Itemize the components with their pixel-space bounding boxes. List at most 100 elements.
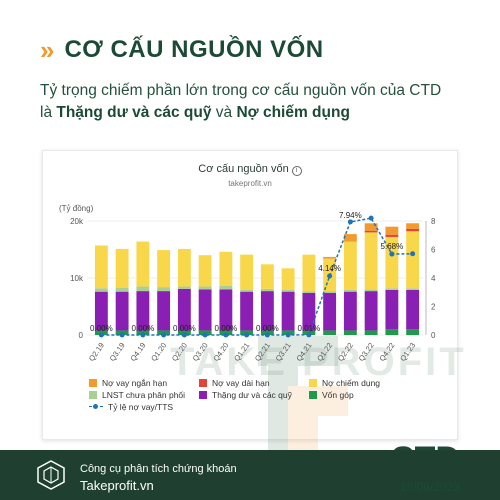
ratio-point — [119, 332, 125, 338]
bar-segment — [115, 248, 129, 288]
legend-item-no-vay-dai-han[interactable]: Nợ vay dài hạn — [199, 378, 309, 388]
bar-segment — [364, 223, 378, 231]
ratio-data-label: 0.00% — [132, 324, 155, 333]
y2-tick-label: 2 — [431, 303, 436, 312]
bar-segment — [260, 291, 274, 331]
watermark-shape-icon — [258, 336, 348, 466]
bar-segment — [323, 292, 337, 331]
ratio-data-label: 7.94% — [339, 211, 362, 220]
bar-segment — [406, 231, 420, 289]
bar-segment — [343, 234, 357, 242]
legend-item-no-chiem-dung[interactable]: Nợ chiếm dụng — [309, 378, 419, 388]
legend-item-thang-du[interactable]: Thặng dư và các quỹ — [199, 390, 309, 400]
ratio-point — [327, 273, 333, 279]
info-icon[interactable]: i — [291, 166, 302, 176]
bar-segment — [281, 291, 295, 331]
bar-segment — [302, 254, 316, 292]
bar-segment — [343, 289, 357, 292]
chart-legend: Nợ vay ngắn hạn Nợ vay dài hạn Nợ chiếm … — [89, 377, 449, 413]
bar-segment — [323, 330, 337, 335]
watermark: TAKE PROFIT — [170, 340, 467, 384]
bar-segment — [157, 250, 171, 288]
ratio-data-label: 0.00% — [90, 324, 113, 333]
bar-segment — [302, 292, 316, 331]
bar-segment — [136, 291, 150, 331]
bar-segment — [157, 291, 171, 331]
bar-segment — [343, 241, 357, 290]
bar-segment — [219, 285, 233, 290]
ratio-point — [285, 332, 291, 338]
bar-segment — [343, 291, 357, 331]
bar-segment — [115, 287, 129, 292]
chart-plot: (Tỷ đồng) 0 10k 20k 0 2 4 6 8 Q2.19 Q3.19 Q4.19 Q1.2… — [59, 204, 436, 363]
bar-segment — [136, 286, 150, 292]
subtitle-bold1: Thặng dư và các quỹ — [56, 104, 212, 121]
legend-item-von-gop[interactable]: Vốn góp — [309, 390, 419, 400]
bar-segment — [136, 241, 150, 287]
chart-source: takeprofit.vn — [228, 179, 272, 188]
header: » CƠ CẤU NGUỒN VỐN — [40, 36, 324, 64]
bar-segment — [240, 291, 254, 331]
bar-segment — [406, 228, 420, 232]
takeprofit-logo-icon — [37, 460, 65, 490]
bar-segment — [260, 288, 274, 292]
x-tick-label: Q3.19 — [108, 341, 127, 363]
y-tick-label: 0 — [79, 331, 84, 340]
chart-title-text: Cơ cấu nguồn vốn — [198, 163, 289, 175]
ratio-point — [347, 219, 353, 225]
bar-segment — [323, 256, 337, 259]
subtitle-bold2: Nợ chiếm dụng — [236, 104, 350, 121]
bar-segment — [385, 288, 399, 290]
ratio-data-label: 4.14% — [318, 264, 341, 273]
ratio-point — [98, 332, 104, 338]
bar-segment — [157, 287, 171, 292]
report-date: 18/06/2023 — [399, 480, 460, 494]
bar-segment — [364, 291, 378, 331]
chevron-icon: » — [40, 35, 55, 65]
ratio-point — [410, 251, 416, 257]
ratio-point — [140, 332, 146, 338]
bar-segment — [94, 288, 108, 292]
subtitle-middle: và — [211, 104, 237, 121]
bar-segment — [385, 289, 399, 330]
bar-segment — [385, 234, 399, 237]
bar-segment — [406, 223, 420, 229]
y-axis-label: (Tỷ đồng) — [59, 204, 94, 213]
bar-segment — [177, 286, 191, 289]
ratio-point — [368, 215, 374, 221]
legend-item-ratio[interactable]: Tỷ lệ nợ vay/TTS — [89, 402, 199, 412]
x-tick-label: Q4.19 — [128, 341, 147, 363]
chart-title: Cơ cấu nguồn vốn i — [43, 163, 457, 176]
subtitle: Tỷ trọng chiếm phần lớn trong cơ cấu ngu… — [40, 80, 470, 124]
ratio-data-label: 0.01% — [298, 324, 321, 333]
ratio-point — [264, 332, 270, 338]
bar-segment — [94, 245, 108, 289]
page-title: CƠ CẤU NGUỒN VỐN — [64, 36, 324, 63]
bar-segment — [198, 255, 212, 287]
bar-segment — [364, 230, 378, 233]
legend-item-lnst[interactable]: LNST chưa phân phối — [89, 390, 199, 400]
y-tick-label: 10k — [70, 274, 84, 283]
bar-segment — [406, 289, 420, 330]
ratio-data-label: 0.00% — [173, 324, 196, 333]
footer-tagline: Công cụ phân tích chứng khoán — [80, 463, 237, 475]
y2-tick-label: 8 — [431, 217, 436, 226]
ratio-data-label: 0.00% — [256, 324, 279, 333]
y2-tick-label: 0 — [431, 331, 436, 340]
ratio-point — [181, 332, 187, 338]
bar-segment — [94, 291, 108, 331]
bar-segment — [198, 289, 212, 331]
bar-segment — [343, 330, 357, 335]
bar-segment — [260, 264, 274, 289]
ratio-point — [306, 332, 312, 338]
subtitle-line1: Tỷ trọng chiếm phần lớn trong cơ cấu ngu… — [40, 82, 442, 99]
y2-tick-label: 6 — [431, 246, 436, 255]
y2-tick-label: 4 — [431, 274, 436, 283]
footer-bar: Công cụ phân tích chứng khoán Takeprofit… — [0, 450, 500, 500]
legend-item-no-vay-ngan-han[interactable]: Nợ vay ngắn hạn — [89, 378, 199, 388]
ratio-point — [161, 332, 167, 338]
bar-segment — [115, 291, 129, 331]
bar-segment — [219, 289, 233, 331]
bar-segment — [240, 254, 254, 290]
footer-site-link[interactable]: Takeprofit.vn — [80, 478, 154, 493]
